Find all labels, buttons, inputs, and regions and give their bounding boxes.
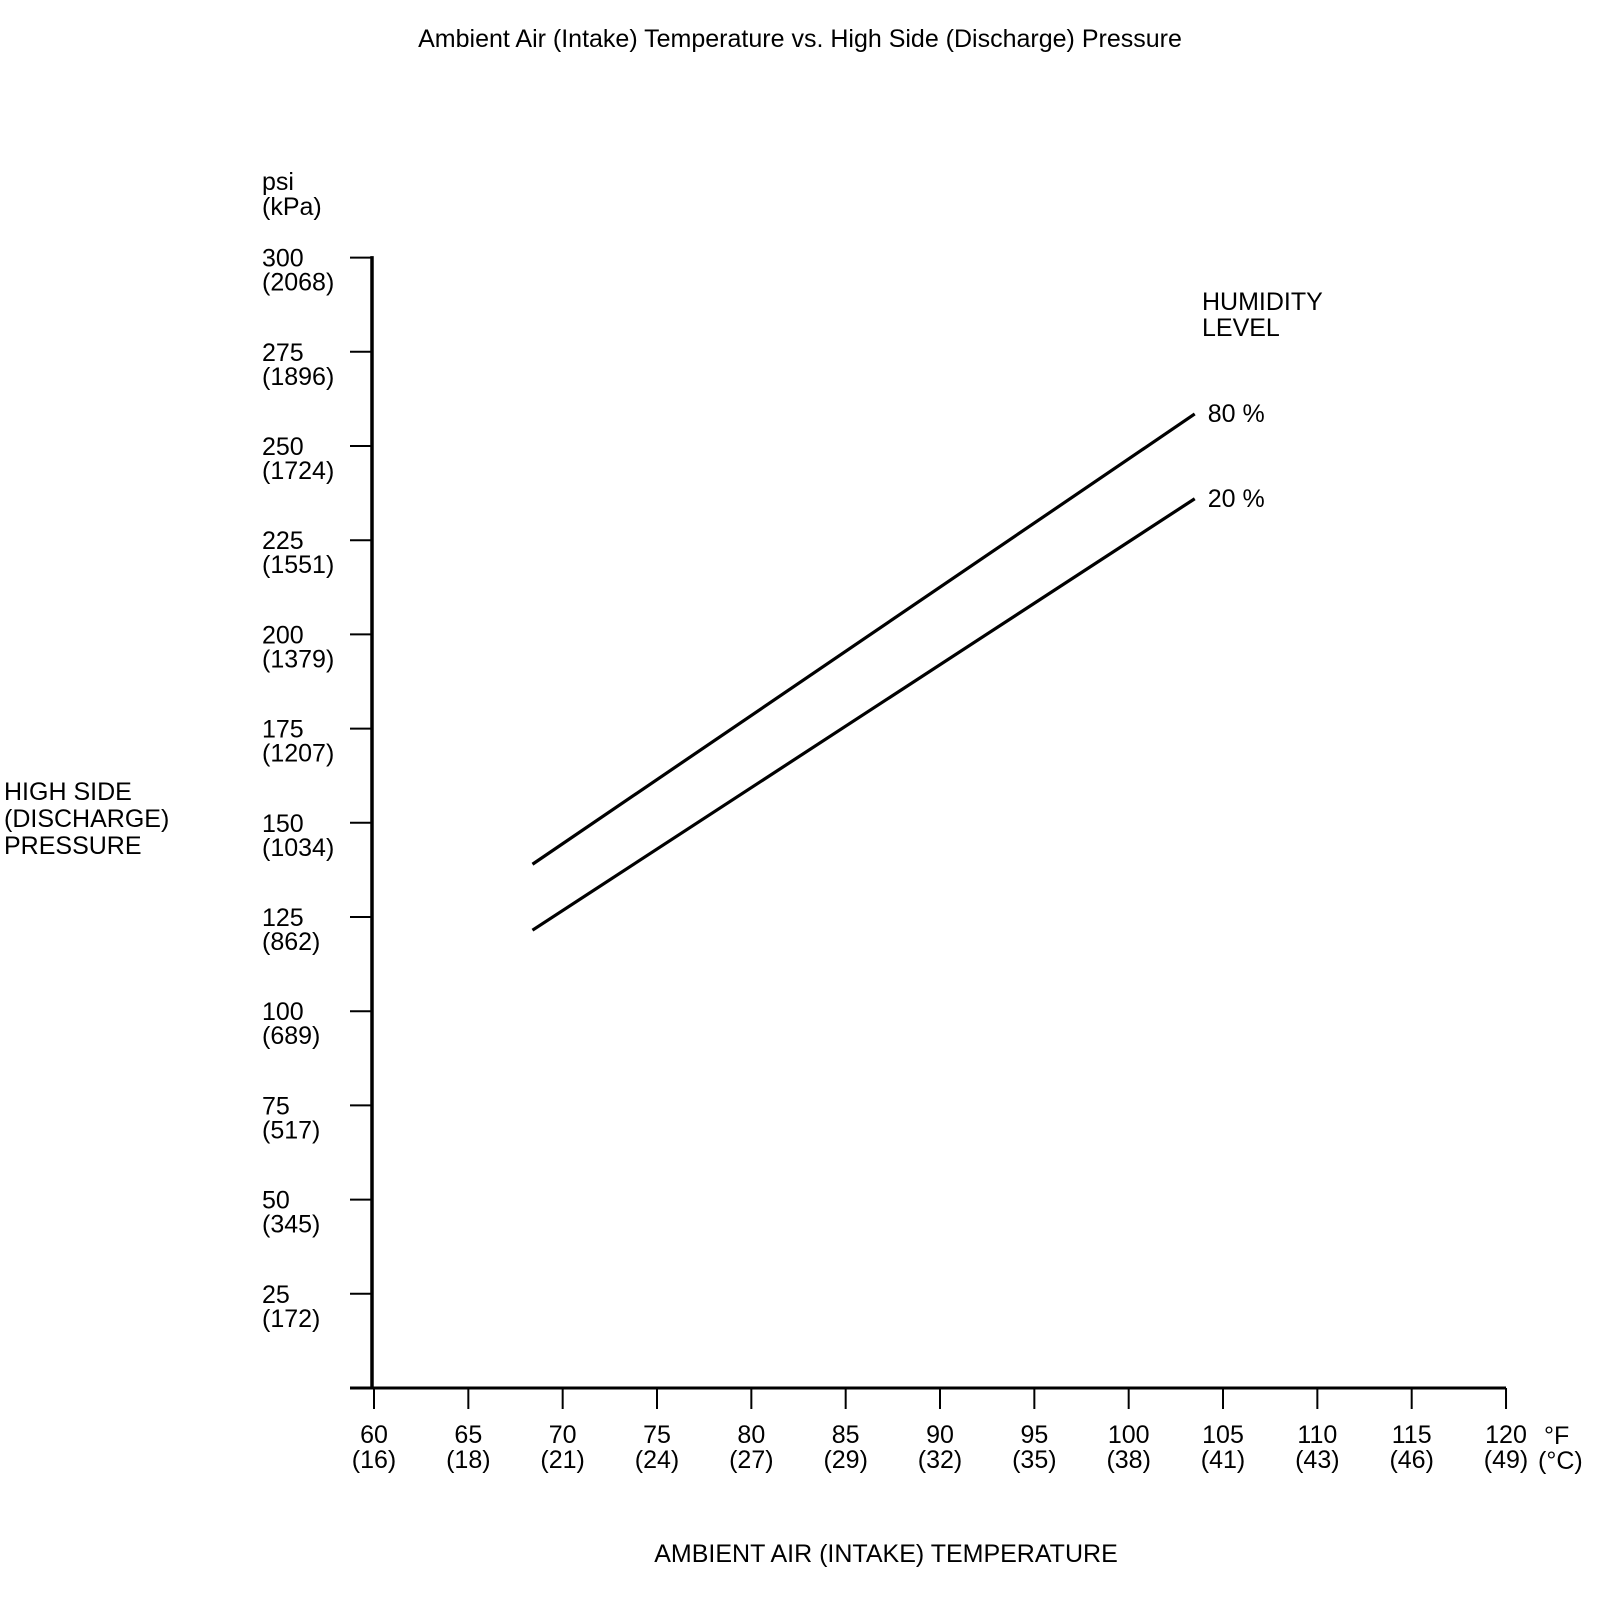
series-line-20: [531, 497, 1196, 932]
y-tick-label-kpa: (1896): [262, 363, 334, 391]
x-axis-title: AMBIENT AIR (INTAKE) TEMPERATURE: [654, 1540, 1118, 1568]
series-line-80: [531, 412, 1196, 866]
y-tick-label-kpa: (345): [262, 1211, 320, 1239]
x-tick-label-f: 85: [832, 1421, 860, 1449]
y-tick-label-kpa: (1034): [262, 834, 334, 862]
y-axis-unit-kpa: (kPa): [262, 193, 322, 221]
x-tick-label-c: (18): [446, 1446, 490, 1474]
y-axis-title-line: (DISCHARGE): [4, 805, 170, 833]
y-tick-label-psi: 75: [262, 1092, 290, 1120]
x-tick-label-c: (46): [1389, 1446, 1433, 1474]
x-tick-label-c: (43): [1295, 1446, 1339, 1474]
y-axis-title-line: PRESSURE: [4, 832, 142, 860]
y-tick-label-psi: 100: [262, 998, 304, 1026]
y-tick-label-psi: 25: [262, 1281, 290, 1309]
x-tick-label-f: 115: [1392, 1421, 1432, 1449]
y-tick-label-kpa: (1207): [262, 740, 334, 768]
x-tick-label-f: 65: [454, 1421, 482, 1449]
x-tick-label-c: (41): [1201, 1446, 1245, 1474]
y-axis-title-line: HIGH SIDE: [4, 778, 132, 806]
y-tick-label-psi: 150: [262, 810, 304, 838]
y-tick-label-psi: 50: [262, 1187, 290, 1215]
x-tick-label-f: 80: [737, 1421, 765, 1449]
y-axis-units-label: psi (kPa): [262, 170, 322, 220]
y-axis-title: HIGH SIDE (DISCHARGE) PRESSURE: [4, 779, 169, 860]
x-tick-label-f: 110: [1297, 1421, 1337, 1449]
y-tick-label-psi: 250: [262, 433, 304, 461]
x-tick-label-c: (27): [729, 1446, 773, 1474]
x-tick-label-c: (16): [352, 1446, 396, 1474]
y-tick-label-psi: 300: [262, 245, 304, 273]
x-tick-label-c: (32): [918, 1446, 962, 1474]
x-tick-label-c: (29): [823, 1446, 867, 1474]
x-tick-label-c: (24): [635, 1446, 679, 1474]
series-label-80: 80 %: [1208, 400, 1265, 428]
x-tick-label-f: 120: [1485, 1421, 1527, 1449]
x-tick-label-f: 100: [1108, 1421, 1150, 1449]
x-tick-label-f: 95: [1020, 1421, 1048, 1449]
legend-title-line: HUMIDITY: [1202, 288, 1323, 316]
chart-title: Ambient Air (Intake) Temperature vs. Hig…: [418, 25, 1182, 53]
x-tick-label-c: (49): [1484, 1446, 1528, 1474]
x-tick-label-f: 75: [643, 1421, 671, 1449]
y-tick-label-psi: 200: [262, 621, 304, 649]
y-tick-label-kpa: (172): [262, 1305, 320, 1333]
y-tick-label-kpa: (2068): [262, 269, 334, 297]
y-tick-label-kpa: (689): [262, 1022, 320, 1050]
y-tick-label-psi: 225: [262, 527, 304, 555]
y-tick-label-psi: 175: [262, 716, 304, 744]
x-tick-label-f: 90: [926, 1421, 954, 1449]
legend-title-line: LEVEL: [1202, 314, 1280, 342]
y-tick-label-kpa: (862): [262, 928, 320, 956]
y-tick-label-kpa: (1379): [262, 645, 334, 673]
x-tick-label-c: (21): [540, 1446, 584, 1474]
x-tick-label-c: (38): [1106, 1446, 1150, 1474]
x-tick-label-f: 105: [1202, 1421, 1244, 1449]
x-tick-label-c: (35): [1012, 1446, 1056, 1474]
y-axis-unit-psi: psi: [262, 168, 294, 196]
x-tick-label-f: 60: [360, 1421, 388, 1449]
y-tick-label-kpa: (1724): [262, 457, 334, 485]
legend-title: HUMIDITY LEVEL: [1202, 289, 1323, 341]
x-axis-unit-c: (°C): [1538, 1447, 1583, 1475]
y-tick-label-psi: 125: [262, 904, 304, 932]
x-axis-unit-f: °F: [1544, 1422, 1570, 1450]
y-tick-label-psi: 275: [262, 339, 304, 367]
x-tick-label-f: 70: [549, 1421, 577, 1449]
y-tick-label-kpa: (517): [262, 1116, 320, 1144]
y-tick-label-kpa: (1551): [262, 551, 334, 579]
series-label-20: 20 %: [1208, 485, 1265, 513]
